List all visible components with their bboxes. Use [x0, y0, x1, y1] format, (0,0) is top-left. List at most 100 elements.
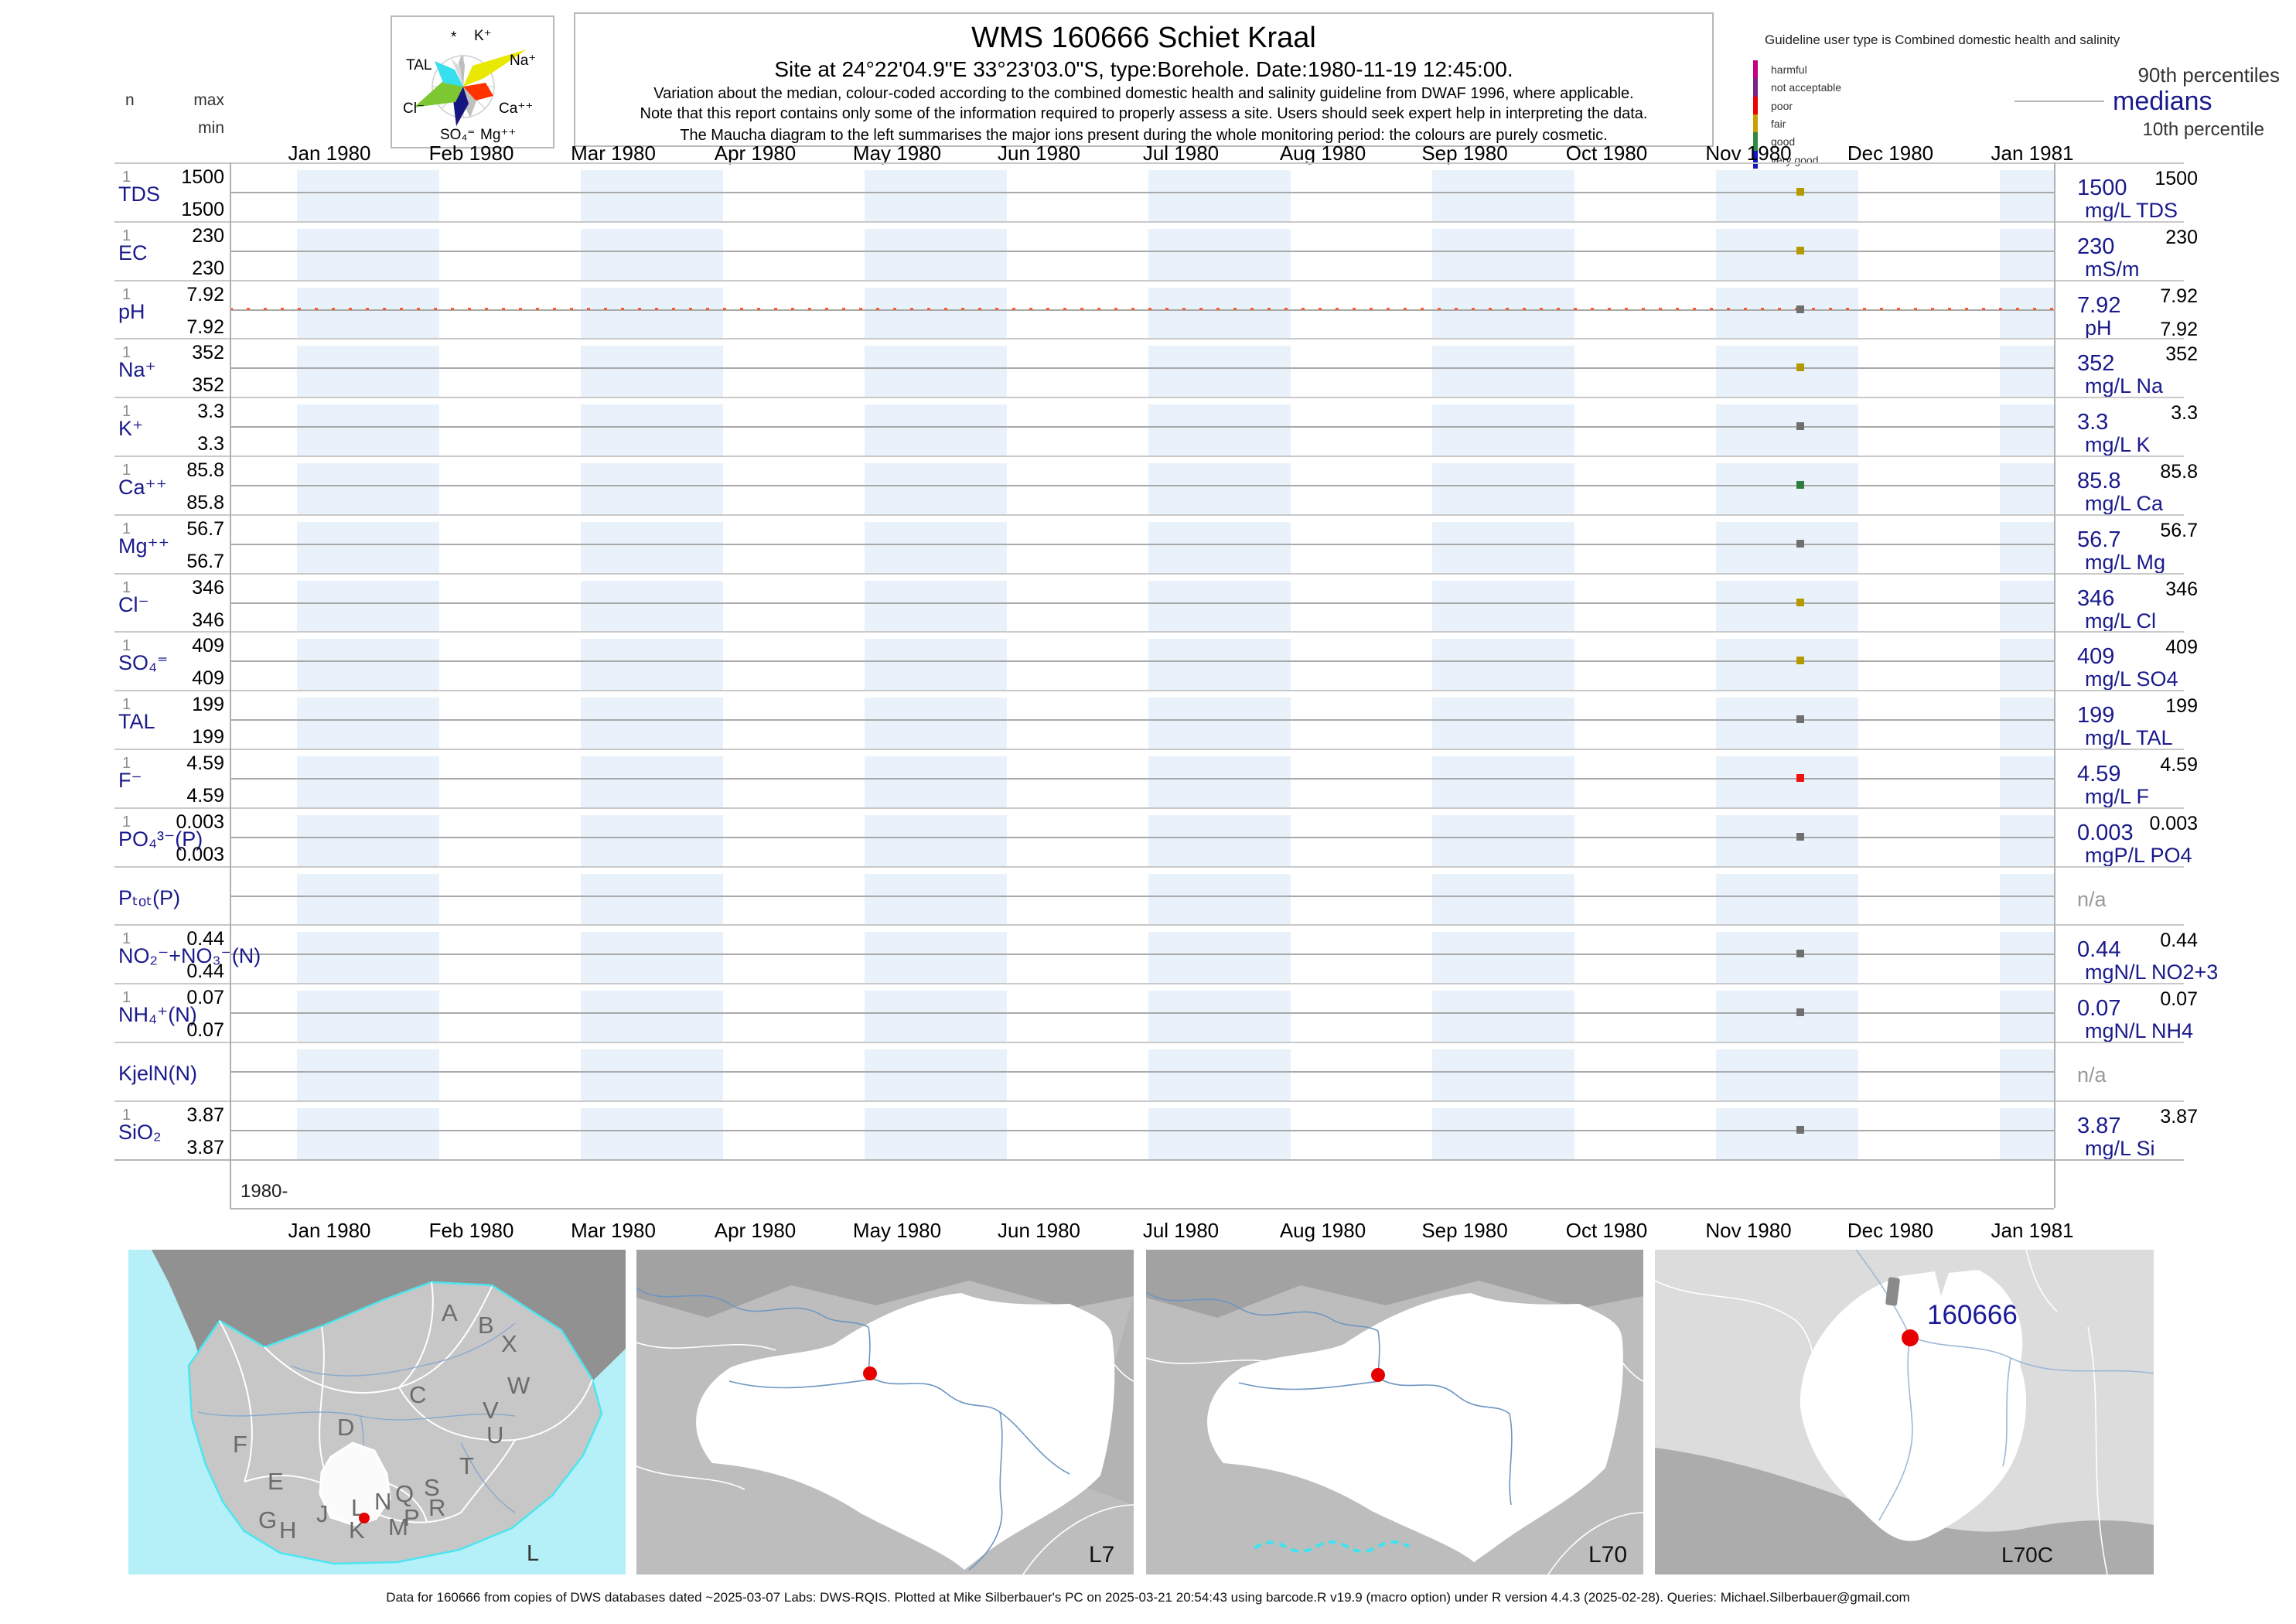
month-band — [1716, 580, 1858, 632]
row-boundary-line — [114, 924, 2184, 926]
month-band — [1432, 346, 1574, 397]
unit-label: mgN/L NO2+3 — [2085, 960, 2219, 984]
month-band — [1716, 170, 1858, 221]
row-boundary-line — [114, 865, 2184, 868]
month-band — [1432, 170, 1574, 221]
p90-value: 56.7 — [2160, 519, 2198, 541]
maucha-label: SO₄⁼ — [440, 127, 475, 143]
guideline-category-label: not acceptable — [1771, 81, 1842, 94]
region-letter: A — [442, 1299, 458, 1326]
month-label-top: Jul 1980 — [1142, 142, 1220, 165]
data-point — [1796, 773, 1804, 782]
month-band — [581, 1107, 723, 1159]
p90-value: 352 — [2165, 343, 2198, 366]
rivers — [1855, 1249, 2154, 1521]
unit-label: mg/L Cl — [2085, 609, 2157, 633]
parameter-name: K⁺ — [118, 417, 144, 441]
month-label-top: Aug 1980 — [1279, 142, 1366, 165]
data-point — [1796, 305, 1804, 313]
row-boundary-line — [114, 162, 2184, 164]
month-band — [297, 287, 439, 339]
data-point — [1796, 950, 1804, 958]
map-panel-tertiary: L70 — [1145, 1250, 1644, 1578]
bottom-axis-line — [230, 1208, 2054, 1209]
rivers — [1145, 1291, 1513, 1506]
row-boundary-line — [114, 338, 2184, 340]
parameter-name: Pₜₒₜ(P) — [118, 885, 181, 909]
month-label-top: Nov 1980 — [1705, 142, 1792, 165]
parameter-name: TAL — [118, 710, 155, 734]
month-band — [1432, 580, 1574, 632]
month-band — [581, 404, 723, 455]
p90-value: 199 — [2165, 695, 2198, 718]
month-band — [865, 580, 1007, 632]
p90-value: 3.87 — [2160, 1105, 2198, 1128]
data-point — [1796, 832, 1804, 841]
p90-value: 409 — [2165, 636, 2198, 659]
region-letter: D — [337, 1414, 354, 1441]
month-label-top: Jan 1981 — [1991, 142, 2074, 165]
month-label-bottom: Oct 1980 — [1565, 1219, 1648, 1242]
month-band — [865, 404, 1007, 455]
month-band — [581, 814, 723, 866]
south-africa-land — [187, 1281, 603, 1565]
row-boundary-line — [114, 1042, 2184, 1043]
region-letter: W — [507, 1372, 531, 1399]
unit-label: mgP/L PO4 — [2085, 843, 2192, 867]
highlight-region-L — [319, 1441, 391, 1527]
region-letter: P — [404, 1504, 420, 1531]
max-value: 3.87 — [186, 1104, 224, 1126]
month-label-bottom: Nov 1980 — [1705, 1219, 1792, 1242]
parameter-name: Cl⁻ — [118, 592, 149, 616]
month-band — [297, 346, 439, 397]
plot-left-border — [230, 162, 231, 1208]
footer-caption: Data for 160666 from copies of DWS datab… — [386, 1590, 1910, 1605]
neighbour-land — [152, 1250, 626, 1424]
month-band — [581, 228, 723, 280]
month-band — [1716, 639, 1858, 691]
min-value: 85.8 — [186, 492, 224, 513]
max-value: 85.8 — [186, 459, 224, 481]
p10-label: 10th percentile — [2142, 119, 2264, 140]
p90-value: 85.8 — [2160, 461, 2198, 483]
month-label-top: Jun 1980 — [998, 142, 1080, 165]
month-label-top: Jan 1980 — [288, 142, 371, 165]
site-marker — [1902, 1329, 1919, 1346]
month-band — [1148, 1107, 1291, 1159]
region-letter: F — [233, 1431, 247, 1458]
min-value: 0.003 — [176, 843, 224, 865]
month-band — [1148, 463, 1291, 514]
region-letter: U — [486, 1421, 503, 1448]
median-line — [230, 777, 2054, 780]
p90-value: 4.59 — [2160, 754, 2198, 776]
unit-label: mg/L TDS — [2085, 199, 2178, 222]
data-point — [1796, 598, 1804, 606]
month-band — [865, 1049, 1007, 1100]
month-band — [865, 1107, 1007, 1159]
rivers — [636, 1288, 1070, 1571]
month-band — [1716, 287, 1858, 339]
maucha-wedge-star — [451, 59, 463, 87]
medians-line — [2015, 101, 2104, 102]
timeseries-plot: Jan 1980 Jan 1980 Feb 1980 Feb 1980 Mar 1980… — [114, 142, 2219, 1242]
month-band — [2000, 463, 2054, 514]
month-band — [1432, 521, 1574, 573]
maucha-label: Na⁺ — [510, 53, 536, 69]
median-value: 3.3 — [2077, 410, 2109, 435]
max-value: 199 — [192, 694, 224, 716]
row-boundary-line — [114, 631, 2184, 633]
max-value: 7.92 — [186, 283, 224, 305]
month-band — [297, 1107, 439, 1159]
month-band — [581, 346, 723, 397]
row-boundary-line — [114, 1158, 2184, 1161]
month-label-top: Feb 1980 — [428, 142, 514, 165]
region-letter: S — [424, 1474, 440, 1501]
month-band — [297, 1049, 439, 1100]
month-band — [2000, 932, 2054, 984]
col-header-min: min — [198, 119, 224, 137]
month-band — [865, 639, 1007, 691]
month-band — [581, 932, 723, 984]
month-band — [1432, 463, 1574, 514]
note-line-1: Variation about the median, colour-coded… — [653, 85, 1634, 102]
sample-count: 1 — [122, 696, 131, 714]
